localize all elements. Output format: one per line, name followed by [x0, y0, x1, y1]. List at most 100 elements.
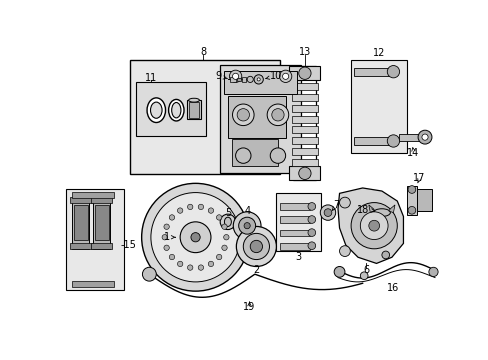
- Bar: [70, 197, 91, 203]
- Bar: [231, 139, 277, 166]
- Circle shape: [360, 272, 367, 280]
- Bar: [280, 243, 309, 249]
- Polygon shape: [337, 188, 403, 264]
- Circle shape: [417, 130, 431, 144]
- Text: 5: 5: [224, 208, 230, 217]
- Bar: [407, 186, 416, 215]
- Circle shape: [407, 186, 415, 193]
- Circle shape: [360, 212, 387, 239]
- Text: 17: 17: [412, 173, 424, 183]
- Circle shape: [235, 148, 250, 163]
- Circle shape: [244, 222, 250, 229]
- Text: 1: 1: [163, 232, 170, 242]
- Bar: [71, 281, 114, 287]
- Circle shape: [162, 235, 167, 240]
- Bar: [227, 95, 285, 138]
- Circle shape: [163, 245, 169, 251]
- Bar: [95, 205, 108, 239]
- Circle shape: [220, 214, 235, 230]
- Circle shape: [236, 226, 276, 266]
- Circle shape: [222, 224, 227, 229]
- Text: 16: 16: [386, 283, 399, 293]
- Ellipse shape: [150, 102, 162, 118]
- Circle shape: [177, 208, 183, 213]
- Circle shape: [238, 217, 255, 234]
- Bar: [220, 65, 301, 172]
- Ellipse shape: [147, 98, 165, 122]
- Circle shape: [169, 255, 174, 260]
- Circle shape: [237, 109, 249, 121]
- Text: -15: -15: [120, 240, 136, 250]
- Bar: [70, 243, 91, 249]
- Circle shape: [307, 216, 315, 223]
- Circle shape: [386, 66, 399, 78]
- Text: 12: 12: [372, 48, 384, 58]
- Circle shape: [307, 242, 315, 249]
- Circle shape: [282, 73, 288, 80]
- Polygon shape: [368, 205, 374, 213]
- Bar: [353, 68, 390, 76]
- Circle shape: [339, 246, 349, 256]
- Circle shape: [339, 197, 349, 208]
- Text: 11: 11: [144, 73, 157, 83]
- Circle shape: [298, 67, 310, 80]
- Circle shape: [270, 148, 285, 163]
- Circle shape: [254, 75, 263, 84]
- Circle shape: [246, 76, 253, 82]
- Circle shape: [177, 261, 183, 267]
- Bar: [353, 137, 390, 145]
- Bar: [74, 205, 87, 239]
- Bar: [230, 77, 236, 82]
- Text: 7: 7: [333, 200, 339, 210]
- Bar: [188, 102, 199, 118]
- Text: 19: 19: [243, 302, 255, 311]
- Circle shape: [279, 70, 291, 82]
- Ellipse shape: [224, 217, 231, 226]
- Circle shape: [298, 167, 310, 180]
- Bar: [280, 216, 309, 223]
- Bar: [291, 94, 317, 101]
- Bar: [291, 159, 317, 166]
- Polygon shape: [388, 205, 394, 213]
- Bar: [71, 192, 114, 198]
- Circle shape: [229, 70, 241, 82]
- Circle shape: [232, 104, 254, 126]
- Bar: [416, 189, 431, 211]
- Ellipse shape: [188, 98, 199, 102]
- Circle shape: [320, 205, 335, 220]
- Circle shape: [163, 224, 169, 229]
- Circle shape: [216, 255, 222, 260]
- Bar: [276, 193, 321, 251]
- Bar: [93, 199, 110, 249]
- Circle shape: [421, 134, 427, 140]
- Ellipse shape: [373, 209, 389, 216]
- Bar: [280, 203, 309, 210]
- Circle shape: [333, 266, 344, 277]
- Text: 4: 4: [244, 206, 250, 216]
- Text: 8: 8: [200, 48, 206, 58]
- Bar: [350, 60, 406, 153]
- Text: 3: 3: [295, 252, 301, 262]
- Circle shape: [307, 203, 315, 210]
- Circle shape: [223, 235, 228, 240]
- Text: 10: 10: [270, 71, 282, 81]
- Bar: [291, 148, 317, 155]
- Bar: [224, 71, 297, 94]
- Circle shape: [151, 193, 240, 282]
- Circle shape: [169, 215, 174, 220]
- Circle shape: [250, 240, 262, 253]
- Bar: [291, 137, 317, 144]
- Circle shape: [142, 183, 249, 291]
- Bar: [291, 105, 317, 112]
- Bar: [237, 78, 241, 81]
- Circle shape: [208, 208, 213, 213]
- Circle shape: [368, 220, 379, 231]
- Bar: [291, 126, 317, 133]
- Circle shape: [271, 109, 284, 121]
- Bar: [398, 134, 423, 141]
- Circle shape: [350, 203, 396, 249]
- Bar: [187, 100, 201, 120]
- Ellipse shape: [168, 99, 183, 121]
- Bar: [280, 230, 309, 237]
- Text: 6: 6: [363, 265, 369, 275]
